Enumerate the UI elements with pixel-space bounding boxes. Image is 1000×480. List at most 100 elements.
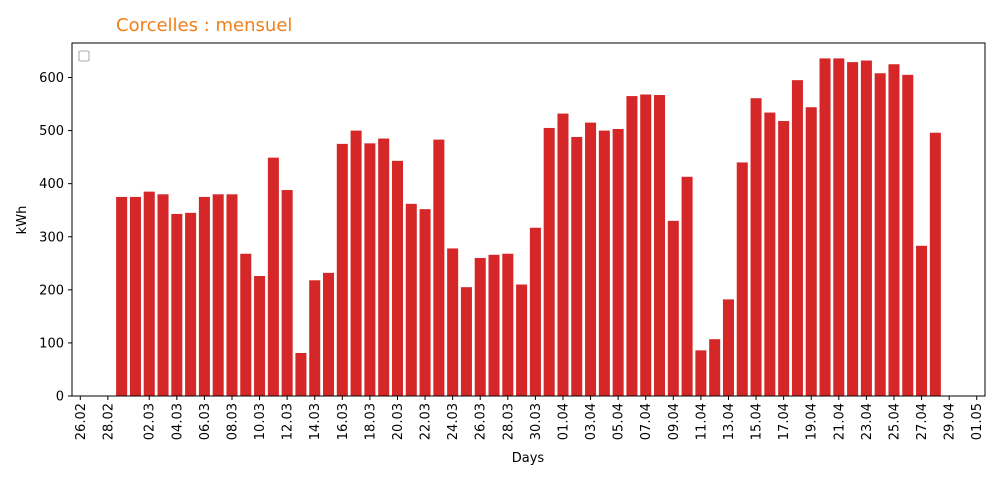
bar-07.04 [640, 94, 652, 397]
bar-11.03 [267, 157, 279, 396]
legend-box [78, 50, 90, 62]
x-tick-label: 29.04 [943, 403, 958, 440]
bar-03.04 [585, 122, 597, 397]
bar-03.03 [157, 194, 169, 396]
x-tick-label: 23.04 [860, 403, 875, 440]
x-tick-label: 08.03 [225, 403, 240, 440]
bar-01.03 [129, 196, 141, 396]
x-tick-label: 01.04 [556, 403, 571, 440]
bar-12.03 [281, 190, 293, 396]
y-tick-label: 0 [56, 390, 64, 405]
y-axis: 0 100 200 300 400 500 600 [39, 71, 72, 405]
bar-12.04 [709, 339, 721, 396]
x-tick-label: 05.04 [612, 403, 627, 440]
x-tick-label: 17.04 [777, 403, 792, 440]
x-tick-label: 25.04 [887, 403, 902, 440]
bar-02.03 [143, 191, 155, 396]
bar-16.03 [336, 143, 348, 396]
x-tick-label: 03.04 [584, 403, 599, 440]
bar-17.03 [350, 130, 362, 396]
x-tick-label: 26.02 [74, 403, 89, 440]
y-tick-label: 100 [39, 336, 64, 351]
bar-14.03 [309, 280, 321, 396]
x-tick-label: 07.04 [639, 403, 654, 440]
bar-19.03 [378, 138, 390, 397]
bar-18.03 [364, 143, 376, 396]
bar-17.04 [778, 121, 790, 396]
bar-18.04 [791, 80, 803, 396]
bar-24.04 [874, 73, 886, 396]
x-tick-label: 18.03 [363, 403, 378, 440]
x-tick-label: 14.03 [308, 403, 323, 440]
chart-title: Corcelles : mensuel [116, 15, 292, 36]
x-axis: 26.02 28.02 02.03 04.03 06.03 08.03 10.03 12.03… [74, 396, 985, 440]
x-tick-label: 22.03 [419, 403, 434, 440]
bar-20.04 [819, 58, 831, 396]
x-tick-label: 01.05 [970, 403, 985, 440]
x-tick-label: 27.04 [915, 403, 930, 440]
x-tick-label: 19.04 [805, 403, 820, 440]
bar-26.03 [474, 257, 486, 396]
bar-15.03 [323, 272, 335, 396]
x-tick-label: 09.04 [667, 403, 682, 440]
bar-05.04 [612, 128, 624, 397]
plot-frame [71, 42, 986, 397]
bar-25.03 [460, 287, 472, 396]
x-axis-label: Days [512, 451, 545, 466]
bar-06.03 [198, 196, 210, 396]
x-tick-label: 24.03 [446, 403, 461, 440]
bar-10.04 [681, 176, 693, 396]
x-tick-label: 12.03 [281, 403, 296, 440]
x-tick-label: 10.03 [253, 403, 268, 440]
bar-10.03 [254, 276, 266, 396]
bar-24.03 [447, 248, 459, 396]
bar-27.04 [916, 245, 928, 396]
x-tick-label: 28.03 [501, 403, 516, 440]
y-tick-label: 300 [39, 230, 64, 245]
bar-28.04 [929, 132, 941, 396]
bar-20.03 [391, 160, 403, 396]
bar-09.04 [667, 220, 679, 396]
x-tick-label: 21.04 [832, 403, 847, 440]
bar-30.03 [529, 227, 541, 396]
bar-14.04 [736, 162, 748, 396]
bar-29.02 [116, 196, 128, 396]
bar-19.04 [805, 107, 817, 396]
bar-02.04 [571, 136, 583, 396]
x-tick-label: 04.03 [170, 403, 185, 440]
x-tick-label: 13.04 [722, 403, 737, 440]
y-tick-label: 200 [39, 283, 64, 298]
bar-13.03 [295, 353, 307, 396]
bar-04.04 [598, 130, 610, 396]
bar-16.04 [764, 112, 776, 396]
bar-26.04 [902, 74, 914, 396]
x-tick-label: 30.03 [529, 403, 544, 440]
bar-23.04 [860, 60, 872, 397]
bar-15.04 [750, 98, 762, 397]
x-tick-label: 28.02 [101, 403, 116, 440]
bar-27.03 [488, 254, 500, 396]
bars-group [116, 58, 941, 397]
x-tick-label: 06.03 [198, 403, 213, 440]
bar-23.03 [433, 139, 445, 397]
bar-21.03 [405, 203, 417, 396]
bar-01.04 [557, 113, 569, 396]
bar-04.03 [171, 213, 183, 396]
bar-29.03 [516, 284, 528, 396]
y-tick-label: 400 [39, 177, 64, 192]
x-tick-label: 26.03 [474, 403, 489, 440]
bar-08.03 [226, 194, 238, 396]
bar-05.03 [185, 212, 197, 396]
bar-28.03 [502, 253, 514, 396]
y-tick-label: 500 [39, 124, 64, 139]
bar-06.04 [626, 96, 638, 396]
x-tick-label: 02.03 [143, 403, 158, 440]
x-tick-label: 20.03 [391, 403, 406, 440]
bar-13.04 [722, 299, 734, 396]
bar-11.04 [695, 350, 707, 396]
bar-22.03 [419, 209, 431, 396]
y-tick-label: 600 [39, 71, 64, 86]
y-axis-label: kWh [15, 206, 30, 235]
bar-31.03 [543, 127, 555, 397]
bar-21.04 [833, 58, 845, 396]
